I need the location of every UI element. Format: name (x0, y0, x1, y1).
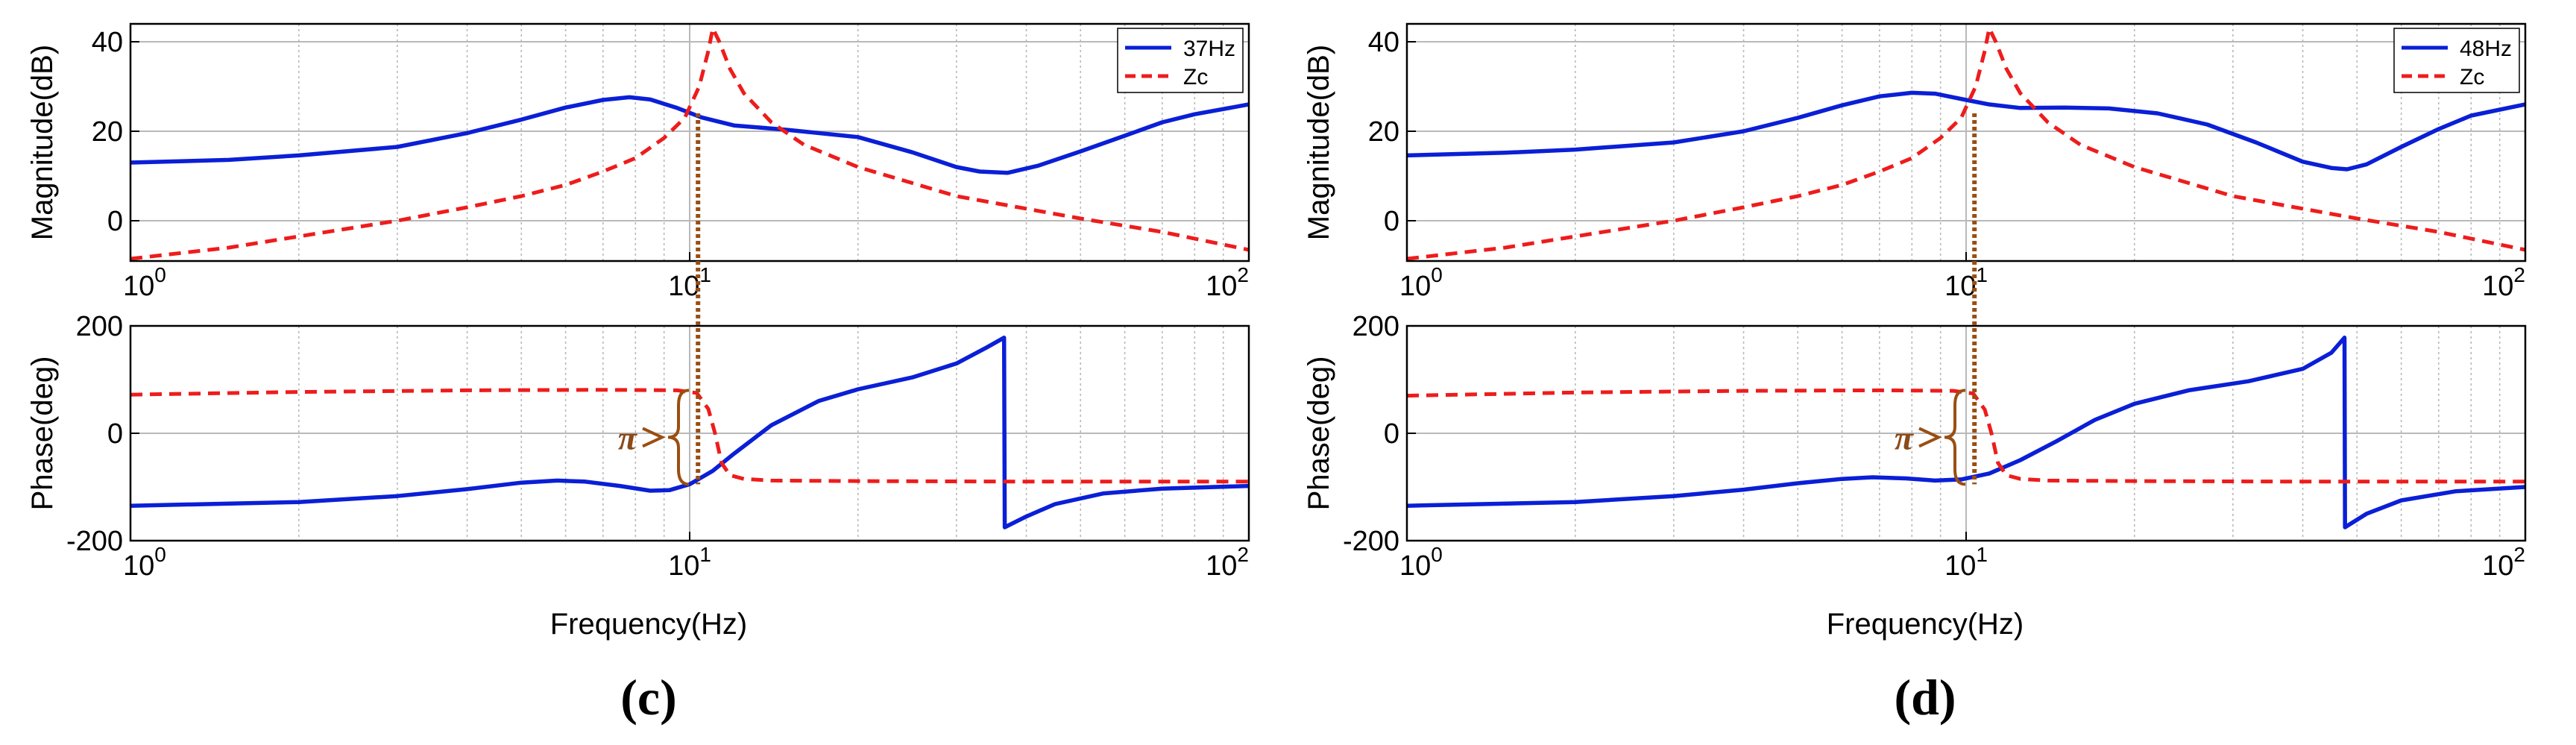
svg-text:100: 100 (1399, 263, 1443, 302)
svg-text:102: 102 (2482, 263, 2525, 302)
x-tick-label: 102 (1206, 543, 1249, 582)
grid (1407, 24, 2525, 261)
svg-text:100: 100 (123, 543, 166, 582)
svg-text:101: 101 (1944, 543, 1988, 582)
x-tick-label: 101 (1944, 543, 1988, 582)
y-axis-label: Magnitude(dB) (1303, 45, 1335, 240)
legend-entry: 37Hz (1183, 37, 1235, 61)
x-axis-label: Frequency(Hz) (1827, 608, 2024, 641)
y-axis-label: Phase(deg) (1303, 356, 1335, 511)
legend: 48Hz Zc (2393, 28, 2520, 93)
x-tick-label: 100 (123, 263, 166, 302)
pi-annotation: π (1895, 418, 1915, 456)
legend-box (2393, 28, 2520, 93)
x-tick-label: 100 (1399, 543, 1443, 582)
x-tick-label: 102 (2482, 543, 2525, 582)
x-tick-label: 100 (123, 543, 166, 582)
pi-annotation: π (618, 418, 638, 456)
series-line-zc (1407, 388, 2525, 484)
magnitude-subplot: 0 20 40 Magnitude(dB) 100 101 102 37Hz Zc (26, 22, 1250, 302)
y-tick-label: 0 (107, 418, 123, 450)
svg-text:100: 100 (123, 263, 166, 302)
series-line-response (130, 336, 1249, 529)
brace-arrow (1918, 427, 1942, 448)
y-tick-label: -200 (1343, 526, 1399, 557)
y-tick-label: 0 (1384, 418, 1399, 450)
phase-subplot: -200 0 200 Phase(deg) 100 101 102 (26, 311, 1250, 582)
legend: 37Hz Zc (1117, 28, 1244, 93)
svg-text:101: 101 (668, 543, 711, 582)
x-tick-label: 101 (668, 263, 711, 302)
series-line-response (1407, 90, 2525, 172)
panel-label: (c) (620, 669, 676, 726)
y-tick-label: 20 (92, 116, 123, 148)
grid (1407, 326, 2525, 541)
chart-panel-d: 0 20 40 Magnitude(dB) 100 101 102 48Hz Zc -200 0 20… (1303, 22, 2527, 726)
svg-text:102: 102 (1206, 263, 1249, 302)
y-tick-label: 20 (1368, 116, 1399, 148)
chart-panel-c: 0 20 40 Magnitude(dB) 100 101 102 37Hz Zc -200 0 20… (26, 22, 1250, 726)
y-tick-label: 200 (1352, 311, 1399, 342)
y-axis-label: Magnitude(dB) (26, 45, 59, 240)
svg-text:101: 101 (1944, 263, 1988, 302)
grid (130, 326, 1249, 541)
legend-box (1117, 28, 1244, 93)
magnitude-subplot: 0 20 40 Magnitude(dB) 100 101 102 48Hz Zc (1303, 22, 2527, 302)
phase-subplot: -200 0 200 Phase(deg) 100 101 102 (1303, 311, 2527, 582)
y-tick-label: 0 (1384, 206, 1399, 237)
svg-text:102: 102 (1206, 543, 1249, 582)
y-tick-label: 200 (76, 311, 123, 342)
legend-entry: 48Hz (2460, 37, 2512, 61)
legend-entry: Zc (1183, 65, 1208, 89)
legend-entry: Zc (2460, 65, 2484, 89)
svg-text:102: 102 (2482, 543, 2525, 582)
panel-label: (d) (1894, 669, 1956, 726)
brace-arrow (642, 427, 666, 448)
y-axis-label: Phase(deg) (26, 356, 59, 511)
series-line-response (1407, 336, 2525, 529)
x-axis-label: Frequency(Hz) (550, 608, 748, 641)
series-line-zc (130, 388, 1249, 484)
svg-text:101: 101 (668, 263, 711, 302)
phase-brace (1944, 389, 1966, 486)
x-tick-label: 100 (1399, 263, 1443, 302)
phase-brace (667, 389, 690, 486)
grid (130, 24, 1249, 261)
svg-text:100: 100 (1399, 543, 1443, 582)
y-tick-label: 0 (107, 206, 123, 237)
y-tick-label: -200 (66, 526, 123, 557)
x-tick-label: 101 (1944, 263, 1988, 302)
x-tick-label: 102 (2482, 263, 2525, 302)
y-tick-label: 40 (92, 27, 123, 58)
series-line-zc (130, 26, 1249, 261)
series-line-zc (1407, 26, 2525, 261)
series-line-response (130, 95, 1249, 175)
x-tick-label: 102 (1206, 263, 1249, 302)
y-tick-label: 40 (1368, 27, 1399, 58)
x-tick-label: 101 (668, 543, 711, 582)
